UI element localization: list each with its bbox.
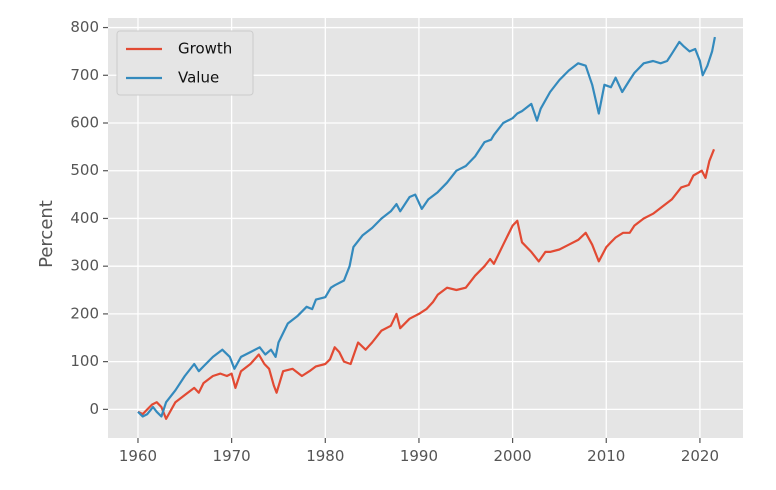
x-tick-label: 2010 xyxy=(587,447,625,465)
y-tick-label: 600 xyxy=(70,114,99,132)
x-tick-label: 1980 xyxy=(306,447,344,465)
y-tick-label: 300 xyxy=(70,257,99,275)
legend: Growth Value xyxy=(116,30,254,96)
legend-label: Growth xyxy=(178,40,232,58)
axis-ticks: 1960 1970 1980 1990 2000 2010 2020 0 100 200 300 40… xyxy=(70,18,719,465)
y-tick-label: 400 xyxy=(70,209,99,227)
y-tick-label: 100 xyxy=(70,352,99,370)
y-tick-label: 200 xyxy=(70,304,99,322)
y-tick-label: 500 xyxy=(70,161,99,179)
series-lines xyxy=(137,36,716,420)
grid-lines xyxy=(108,18,743,438)
y-tick-label: 800 xyxy=(70,18,99,36)
x-tick-label: 1970 xyxy=(213,447,251,465)
y-axis-label: Percent xyxy=(36,200,57,268)
series-line-value xyxy=(137,36,716,418)
y-tick-label: 0 xyxy=(89,400,99,418)
series-line-growth xyxy=(137,148,716,420)
y-tick-label: 700 xyxy=(70,66,99,84)
x-tick-label: 1960 xyxy=(119,447,157,465)
x-tick-label: 2000 xyxy=(494,447,532,465)
x-tick-label: 2020 xyxy=(681,447,719,465)
x-tick-label: 1990 xyxy=(400,447,438,465)
legend-label: Value xyxy=(178,69,219,87)
